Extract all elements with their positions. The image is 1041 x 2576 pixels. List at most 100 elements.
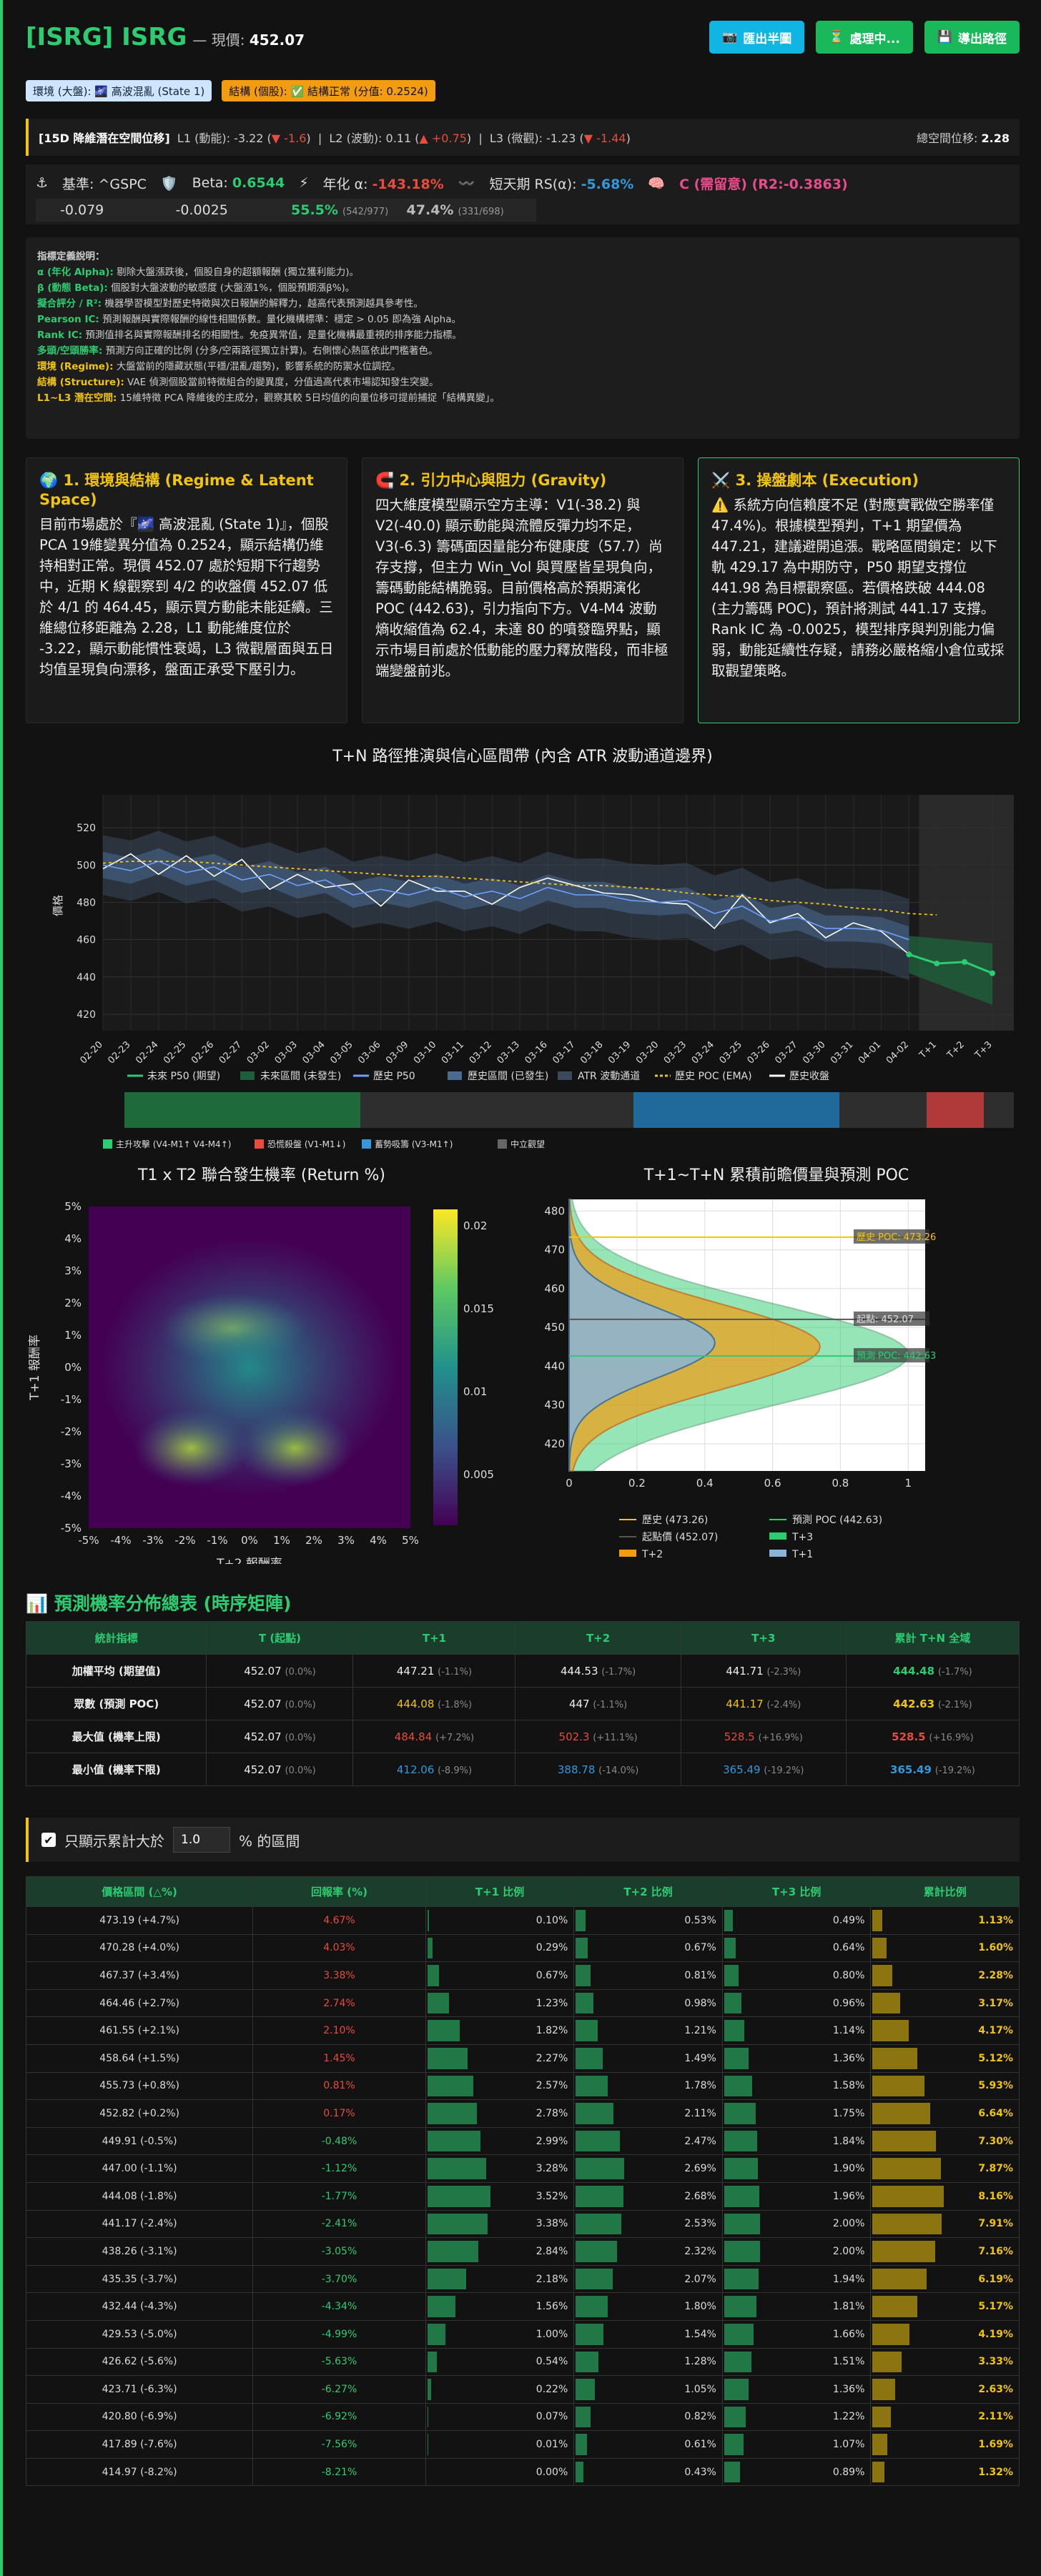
ratio-cell: 2.63% [870,2375,1020,2404]
price-range: 449.91 (-0.5%) [25,2126,254,2156]
heatmap-x-tick: 0% [241,1534,258,1547]
heatmap-y-tick: -4% [61,1490,82,1502]
definition-text: 個股對大盤波動的敏感度 (大盤漲1%，個股預期漲β%)。 [107,282,355,294]
x-tick-label: 04-02 [884,1039,911,1066]
long-winrate: 55.5% (542/977) [291,202,407,218]
ratio-cell: 2.11% [573,2099,723,2128]
ratio-cell: 7.30% [870,2126,1020,2156]
heatmap-blob [102,1239,398,1496]
ratio-value: 4.17% [978,2025,1013,2037]
price-range: 464.46 (+2.7%) [25,1988,254,2018]
ratio-cell: 0.64% [721,1933,872,1963]
ratio-value: 3.52% [536,2190,568,2202]
ratio-cell: 1.23% [425,1988,575,2018]
legend-item: 未來 P50 (期望) [127,1071,220,1082]
ratio-cell: 2.84% [425,2237,575,2266]
ratio-cell: 4.17% [870,2016,1020,2045]
ratio-cell: 7.91% [870,2209,1020,2239]
definition-key: 多頭/空頭勝率: [37,345,103,357]
ratio-value: 0.54% [536,2356,568,2368]
table-cell: 365.49 (-19.2%) [845,1753,1020,1786]
dist-header-row: 價格區間 (△%) 回報率 (%) T+1 比例 T+2 比例 T+3 比例 累計比例 [25,1876,1020,1907]
row-label: 眾數 (預測 POC) [25,1687,207,1720]
definition-text: 剔除大盤漲跌後，個股自身的超額報酬 (獨立獲利能力)。 [113,267,359,278]
density-label: 歷史 POC: 473.26 [857,1232,936,1243]
ratio-cell: 1.49% [573,2044,723,2073]
filter-checkbox[interactable]: ✔ [41,1833,56,1847]
ratio-value: 5.17% [978,2301,1013,2313]
ratio-bar [724,2103,756,2124]
price-range: 426.62 (-5.6%) [25,2347,254,2377]
latent-levels: [15D 降維潛在空間位移] L1 (動能): -3.22 (▼ -1.6) |… [39,132,631,145]
density-y-tick: 430 [544,1399,565,1412]
ratio-value: 5.12% [978,2052,1013,2064]
export-image-button[interactable]: 📷 匯出半圖 [709,21,805,54]
ratio-value: 8.16% [978,2190,1013,2202]
ratio-cell: 0.00% [425,2457,575,2487]
legend-swatch [558,1071,572,1080]
price-range: 414.97 (-8.2%) [25,2457,254,2487]
x-tick-label: 03-19 [606,1039,633,1066]
heatmap-y-tick: -3% [61,1457,82,1470]
ratio-value: 0.07% [536,2411,568,2423]
legend-label: 歷史 P50 [373,1071,415,1082]
legend-item: 未來區間 (未發生) [240,1071,341,1082]
heatmap-chart: -5% -4% -3% -2% -1% 0% 1% 2% 3% 4% 5% 5% 4% 3% 2% 1% 0% -… [28,1200,494,1571]
processing-button[interactable]: ⏳ 處理中... [816,21,913,54]
ratio-value: 2.63% [978,2383,1013,2395]
dist-row: 438.26 (-3.1%) -3.05% 2.84% 2.32% 2.00% 7.16% [25,2237,1020,2266]
ratio-bar [724,2434,744,2455]
table-cell: 444.08 (-1.8%) [352,1687,516,1720]
definition-key: L1~L3 潛在空間: [37,392,117,404]
ratio-value: 7.87% [978,2163,1013,2175]
density-title: T+1~T+N 累積前瞻價量與預測 POC [643,1166,909,1184]
threshold-input[interactable]: 1.0 [173,1827,230,1853]
ratio-cell: 1.66% [721,2319,872,2349]
cell-value: 452.07 [244,1763,282,1776]
ratio-cell: 2.53% [573,2209,723,2239]
price-range: 423.71 (-6.3%) [25,2375,254,2404]
ratio-cell: 1.60% [870,1933,1020,1963]
ratio-bar [872,1965,893,1986]
regime-swatch [255,1139,264,1149]
ratio-value: 5.93% [978,2080,1013,2092]
return-pct: -4.99% [252,2319,426,2349]
definition-text: 預測值排名與實際報酬排名的相關性。免疫異常值，是量化機構最重視的排序能力指標。 [82,330,462,341]
latent-label: [15D 降維潛在空間位移] [39,132,170,145]
series-line [102,861,909,941]
table-cell: 452.07 (0.0%) [206,1753,354,1786]
return-pct: 1.45% [252,2044,426,2073]
regime-segment [633,1092,839,1128]
density-legend-label: 起點價 (452.07) [642,1531,718,1543]
ratio-bar [427,2047,468,2069]
ratio-cell: 2.18% [425,2264,575,2294]
page-title: [ISRG] ISRG — 現價: 452.07 [26,23,305,51]
ratio-bar [576,2379,595,2400]
x-tick-label: 03-04 [301,1039,327,1066]
export-path-button[interactable]: 💾 導出路徑 [924,21,1020,54]
definition-item: α (年化 Alpha): 剔除大盤漲跌後，個股自身的超額報酬 (獨立獲利能力)… [37,264,1008,280]
current-price: 452.07 [249,31,305,49]
ratio-value: 2.07% [684,2273,716,2285]
y-axis-label: 價格 [51,895,64,916]
return-pct: -6.92% [252,2402,426,2432]
ratio-cell: 5.12% [870,2044,1020,2073]
ratio-value: 0.96% [832,1997,865,2009]
ratio-value: 2.57% [536,2080,568,2092]
x-tick-label: 02-23 [106,1039,132,1066]
definition-text: 15維特徵 PCA 降維後的主成分，觀察其較 5日均值的向量位移可提前捕捉「結構… [117,392,500,404]
processing-label: 處理中... [849,31,900,46]
ratio-value: 0.67% [684,1942,716,1954]
ratio-cell: 0.10% [425,1906,575,1935]
beta-value: 0.6544 [232,175,285,191]
ratio-bar [872,1992,901,2014]
x-tick-label: 03-05 [328,1039,355,1066]
ratio-cell: 1.81% [721,2292,872,2321]
x-tick-label: 03-23 [662,1039,689,1066]
dist-row: 447.00 (-1.1%) -1.12% 3.28% 2.69% 1.90% 7.87% [25,2154,1020,2183]
return-pct: -7.56% [252,2430,426,2459]
ratio-cell: 1.69% [870,2430,1020,2459]
ratio-bar [576,2130,621,2152]
probability-table: 統計指標 T (起點) T+1 T+2 T+3 累計 T+N 全域 加權平均 (期望值) 45… [25,1621,1020,1786]
ratio-value: 1.36% [832,2383,865,2395]
